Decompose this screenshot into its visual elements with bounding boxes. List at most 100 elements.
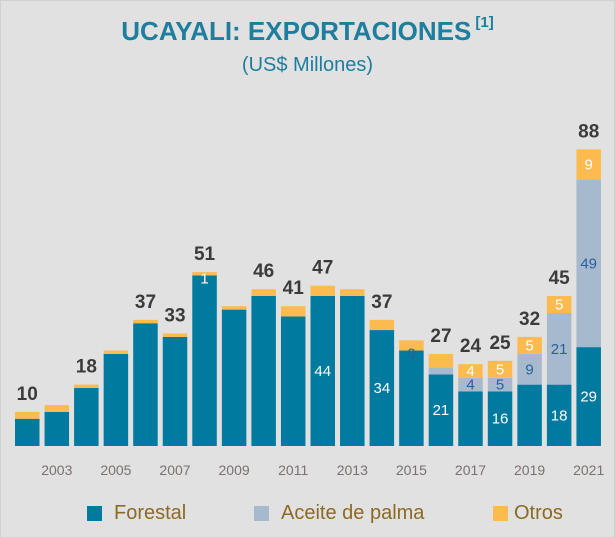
bar-segment-forestal-2015: [399, 350, 424, 446]
bar-segment-aceite-de-palma-2021: [576, 180, 601, 348]
bar-segment-forestal-2021: [576, 347, 601, 446]
x-tick-label-2021: 2021: [573, 462, 604, 478]
bar-segment-otros-2003: [44, 405, 70, 412]
bar-segment-forestal-2010: [251, 295, 276, 446]
bar-segment-forestal-2014: [369, 330, 395, 446]
bar-segment-forestal-2006: [133, 323, 158, 446]
bar-segment-otros-2009: [221, 306, 247, 310]
total-label-2012: 47: [312, 258, 333, 279]
x-tick-label-2019: 2019: [514, 462, 545, 478]
bar-segment-aceite-de-palma-2020: [546, 313, 572, 385]
segment-label-otros-2008: 1: [200, 271, 208, 288]
total-label-2004: 18: [76, 357, 97, 378]
bar-segment-otros-2016: [428, 353, 454, 368]
x-tick-label-2017: 2017: [455, 462, 486, 478]
segment-label-forestal-2014: 34: [374, 380, 391, 397]
total-label-2008: 51: [194, 244, 216, 265]
total-label-2018: 25: [489, 333, 511, 354]
total-label-2002: 10: [17, 384, 38, 405]
title-footnote: [1]: [475, 14, 494, 31]
bar-segment-otros-2002: [15, 411, 40, 419]
segment-label-forestal-2021: 29: [580, 389, 597, 406]
x-tick-label-2013: 2013: [337, 462, 368, 478]
x-tick-label-2011: 2011: [278, 462, 308, 478]
bar-segment-forestal-2008: [192, 275, 217, 446]
bar-segment-otros-2014: [369, 319, 395, 331]
segment-label-forestal-2012: 44: [314, 363, 331, 380]
bar-segment-forestal-2020: [546, 384, 572, 446]
total-label-2007: 33: [164, 305, 185, 326]
bar-segment-otros-2015: [399, 340, 424, 351]
legend: Forestal Aceite de palma Otros: [0, 502, 615, 526]
chart-subtitle: (US$ Millones): [241, 54, 374, 76]
total-label-2021: 88: [578, 121, 599, 142]
segment-label-aceite-de-palma-2015: 0: [407, 346, 415, 363]
bar-segment-otros-2005: [103, 350, 129, 354]
bar-segment-otros-2008: [192, 272, 217, 276]
segment-label-otros-2017: 4: [466, 363, 474, 380]
total-label-2014: 37: [371, 292, 392, 313]
total-label-2019: 32: [519, 309, 540, 330]
legend-item-forestal: Forestal: [87, 502, 186, 525]
bar-segment-forestal-2019: [517, 384, 542, 446]
legend-item-otros: Otros: [493, 502, 563, 525]
bar-segment-forestal-2005: [103, 353, 129, 446]
bar-segment-forestal-2011: [280, 316, 306, 446]
bar-segment-forestal-2004: [74, 388, 99, 446]
legend-label-otros: Otros: [514, 502, 563, 524]
segment-label-aceite-de-palma-2019: 9: [525, 361, 533, 378]
segment-label-aceite-de-palma-2018: 5: [496, 377, 504, 394]
legend-swatch-forestal: [87, 506, 102, 521]
bar-segment-aceite-de-palma-2019: [517, 353, 542, 385]
chart-title: UCAYALI: EXPORTACIONES [1]: [0, 14, 615, 47]
total-label-2011: 41: [283, 278, 305, 299]
bar-segment-aceite-de-palma-2017: [458, 377, 483, 392]
bar-segment-forestal-2016: [428, 374, 454, 446]
x-tick-label-2015: 2015: [396, 462, 427, 478]
bar-segment-forestal-2018: [487, 391, 513, 446]
x-tick-label-2005: 2005: [100, 462, 131, 478]
bar-segment-forestal-2013: [340, 295, 365, 446]
bar-segment-otros-2020: [546, 295, 572, 314]
total-label-2006: 37: [135, 292, 156, 313]
segment-label-forestal-2018: 16: [492, 411, 509, 428]
bar-segment-forestal-2002: [15, 418, 40, 446]
total-label-2017: 24: [460, 336, 482, 357]
segment-label-forestal-2020: 18: [551, 407, 568, 424]
bar-segment-otros-2010: [251, 289, 276, 296]
bar-segment-otros-2013: [340, 289, 365, 296]
bar-segment-otros-2017: [458, 364, 483, 378]
bar-segment-otros-2007: [162, 333, 188, 337]
chart-title-text: UCAYALI: EXPORTACIONES: [121, 16, 472, 46]
total-label-2010: 46: [253, 261, 274, 282]
segment-label-aceite-de-palma-2017: 4: [466, 377, 474, 394]
x-tick-label-2007: 2007: [159, 462, 190, 478]
bar-segment-forestal-2009: [221, 309, 247, 446]
bar-segment-forestal-2012: [310, 295, 335, 446]
segment-label-aceite-de-palma-2020: 21: [551, 341, 568, 358]
bar-segment-otros-2021: [576, 149, 601, 181]
bar-segment-otros-2011: [280, 306, 306, 317]
bar-segment-otros-2019: [517, 336, 542, 354]
legend-label-aceite-de-palma: Aceite de palma: [281, 502, 425, 524]
bar-segment-aceite-de-palma-2018: [487, 377, 513, 392]
bar-segment-aceite-de-palma-2016: [428, 367, 454, 375]
x-tick-label-2009: 2009: [219, 462, 250, 478]
segment-label-aceite-de-palma-2021: 49: [580, 256, 597, 273]
legend-swatch-aceite-de-palma: [254, 506, 269, 521]
bar-segment-otros-2012: [310, 285, 335, 296]
total-label-2020: 45: [549, 268, 571, 289]
segment-label-otros-2021: 9: [585, 157, 593, 174]
bar-segment-forestal-2017: [458, 391, 483, 446]
legend-item-aceite-de-palma: Aceite de palma: [254, 502, 424, 525]
bar-segment-forestal-2003: [44, 411, 70, 446]
segment-label-otros-2018: 5: [496, 361, 504, 378]
segment-label-otros-2019: 5: [525, 337, 533, 354]
legend-swatch-otros: [493, 506, 508, 521]
bar-segment-forestal-2007: [162, 336, 188, 446]
segment-label-otros-2020: 5: [555, 296, 563, 313]
bar-segment-otros-2018: [487, 360, 513, 378]
legend-label-forestal: Forestal: [114, 502, 187, 524]
